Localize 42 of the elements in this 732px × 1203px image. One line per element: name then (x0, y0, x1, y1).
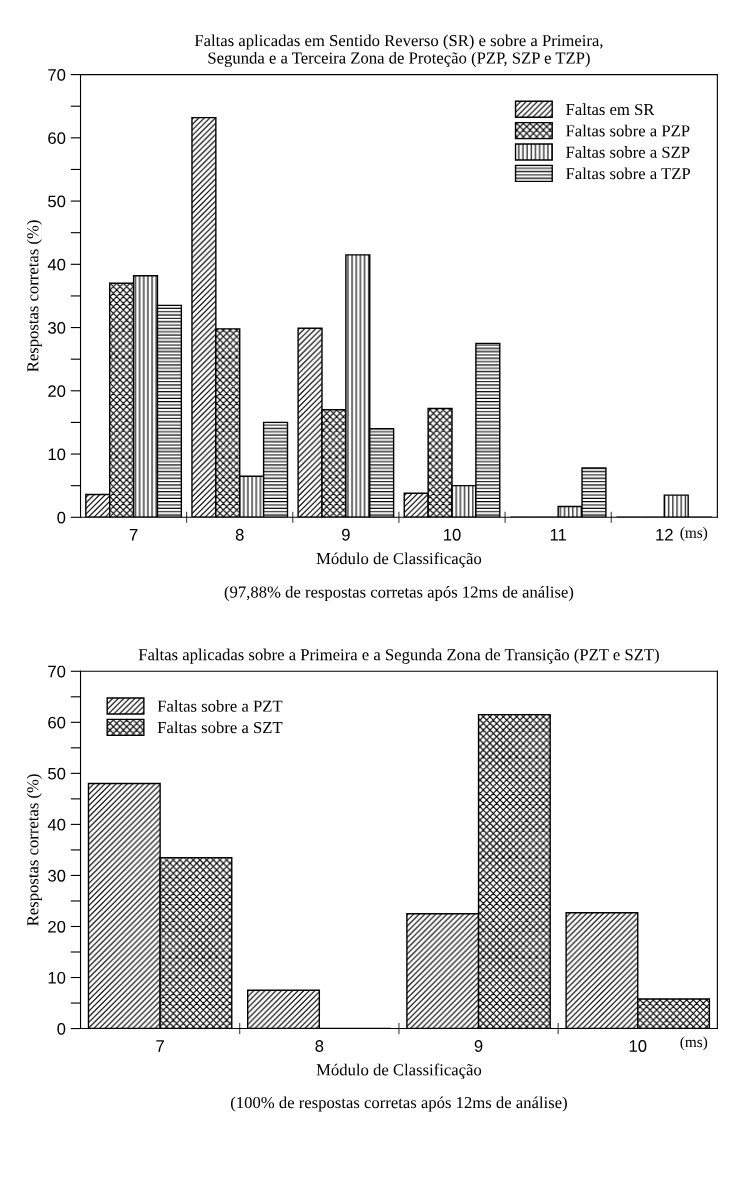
y-tick-label: 70 (48, 665, 66, 678)
y-tick-label: 30 (48, 869, 66, 882)
x-tick-label: 10 (444, 528, 461, 541)
text: (ms) (680, 1036, 708, 1051)
y-tick-label: 0 (57, 511, 66, 524)
x-axis-title: Módulo de Classificação (316, 1063, 482, 1079)
y-tick-label: 60 (48, 716, 66, 729)
text: (ms) (680, 527, 708, 541)
legend-label: Faltas sobre a PZT (157, 700, 283, 712)
y-tick-label: 20 (48, 920, 66, 933)
x-tick-label: 11 (550, 529, 566, 541)
y-tick-label: 40 (47, 258, 66, 271)
y-axis-title: Respostas corretas (%) (26, 220, 42, 372)
legend-label: Faltas sobre a SZP (566, 146, 690, 158)
legend-label: Faltas sobre a TZP (566, 167, 691, 180)
x-tick-label: 12 (656, 528, 673, 541)
x-tick-label: 9 (342, 528, 350, 541)
y-tick-label: 50 (48, 767, 66, 780)
x-axis-title: Módulo de Classificação (316, 552, 482, 568)
legend-label: Faltas sobre a SZT (157, 721, 283, 734)
y-tick-label: 70 (48, 68, 66, 81)
y-tick-label: 50 (48, 195, 66, 208)
x-tick-label: 9 (474, 1040, 483, 1052)
x-tick-label: 7 (156, 1040, 164, 1052)
legend-label: Faltas em SR (566, 103, 655, 116)
y-tick-label: 20 (48, 385, 66, 398)
text: (100% de respostas corretas após 12ms de análise) (230, 1096, 567, 1112)
y-axis-title: Respostas corretas (%) (26, 774, 42, 926)
x-tick-label: 7 (129, 529, 138, 541)
chart-title: Faltas aplicadas sobre a Primeira e a Segunda Zona de Transição (PZT e SZT) (138, 648, 659, 664)
x-tick-label: 10 (629, 1040, 647, 1052)
legend-label: Faltas sobre a PZP (566, 124, 690, 137)
y-tick-label: 40 (47, 818, 66, 831)
y-tick-label: 0 (57, 1022, 66, 1035)
y-tick-label: 30 (48, 321, 66, 334)
y-tick-label: 10 (48, 448, 66, 461)
x-tick-label: 8 (315, 1040, 324, 1052)
y-tick-label: 10 (48, 971, 66, 984)
chart-title: Faltas aplicadas em Sentido Reverso (SR) e sobre a Primeira, Segunda e a Terceira Zona de Proteção (PZP, SZP e TZP) (194, 34, 603, 68)
text: (97,88% de respostas corretas após 12ms de análise) (224, 585, 574, 602)
y-tick-label: 60 (48, 132, 66, 145)
x-tick-label: 8 (235, 528, 244, 541)
